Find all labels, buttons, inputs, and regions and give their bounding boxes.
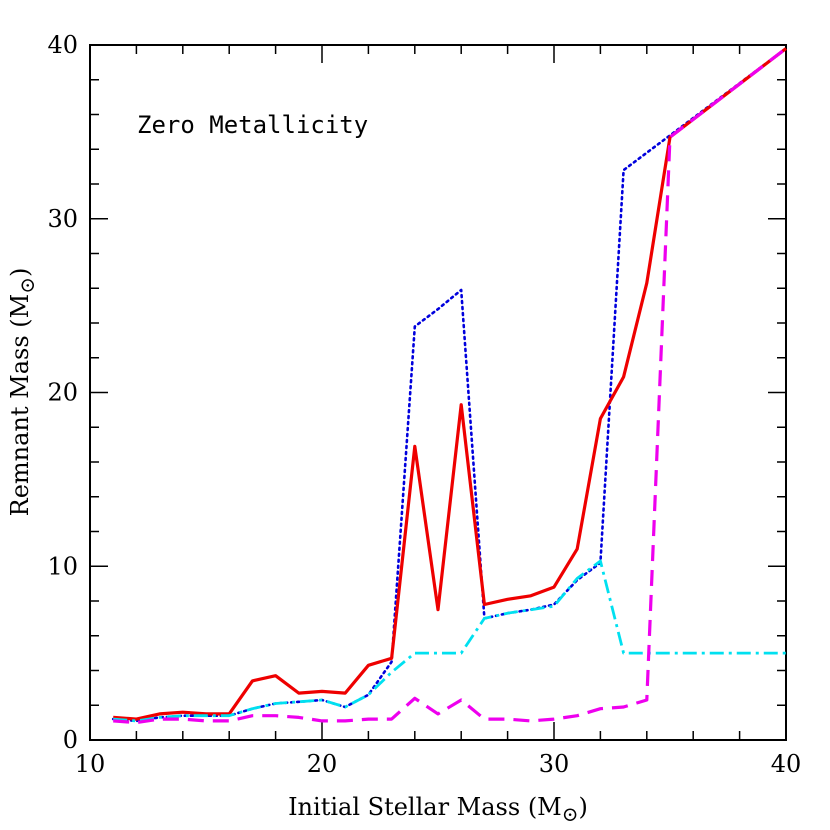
series-line-dotted (111, 47, 788, 723)
y-tick-label: 0 (63, 726, 78, 754)
y-axis-title-text: Remnant Mass (M (6, 294, 34, 517)
y-axis-title-close: ) (6, 268, 34, 277)
x-axis-title: Initial Stellar Mass (M⊙) (288, 793, 588, 826)
y-axis-title: Remnant Mass (M⊙) (6, 268, 39, 517)
y-axis-sun-symbol: ⊙ (15, 277, 39, 294)
series-line-dashdot (113, 559, 786, 723)
x-axis-sun-symbol: ⊙ (562, 802, 579, 826)
y-tick-label: 30 (47, 205, 78, 233)
x-tick-label: 30 (539, 750, 570, 778)
x-tick-label: 20 (307, 750, 338, 778)
series-lines (111, 47, 788, 725)
x-tick-label: 10 (75, 750, 106, 778)
x-tick-label: 40 (771, 750, 802, 778)
zero-metallicity-annotation: Zero Metallicity (137, 111, 368, 139)
x-axis-title-text: Initial Stellar Mass (M (288, 793, 562, 821)
x-axis-title-close: ) (579, 793, 588, 821)
plot-frame (89, 44, 787, 741)
y-tick-label: 40 (47, 31, 78, 59)
y-tick-label: 10 (47, 552, 78, 580)
y-tick-label: 20 (47, 379, 78, 407)
axis-ticks (89, 44, 787, 741)
series-line-solid (113, 47, 787, 721)
series-line-dashed (113, 47, 787, 725)
